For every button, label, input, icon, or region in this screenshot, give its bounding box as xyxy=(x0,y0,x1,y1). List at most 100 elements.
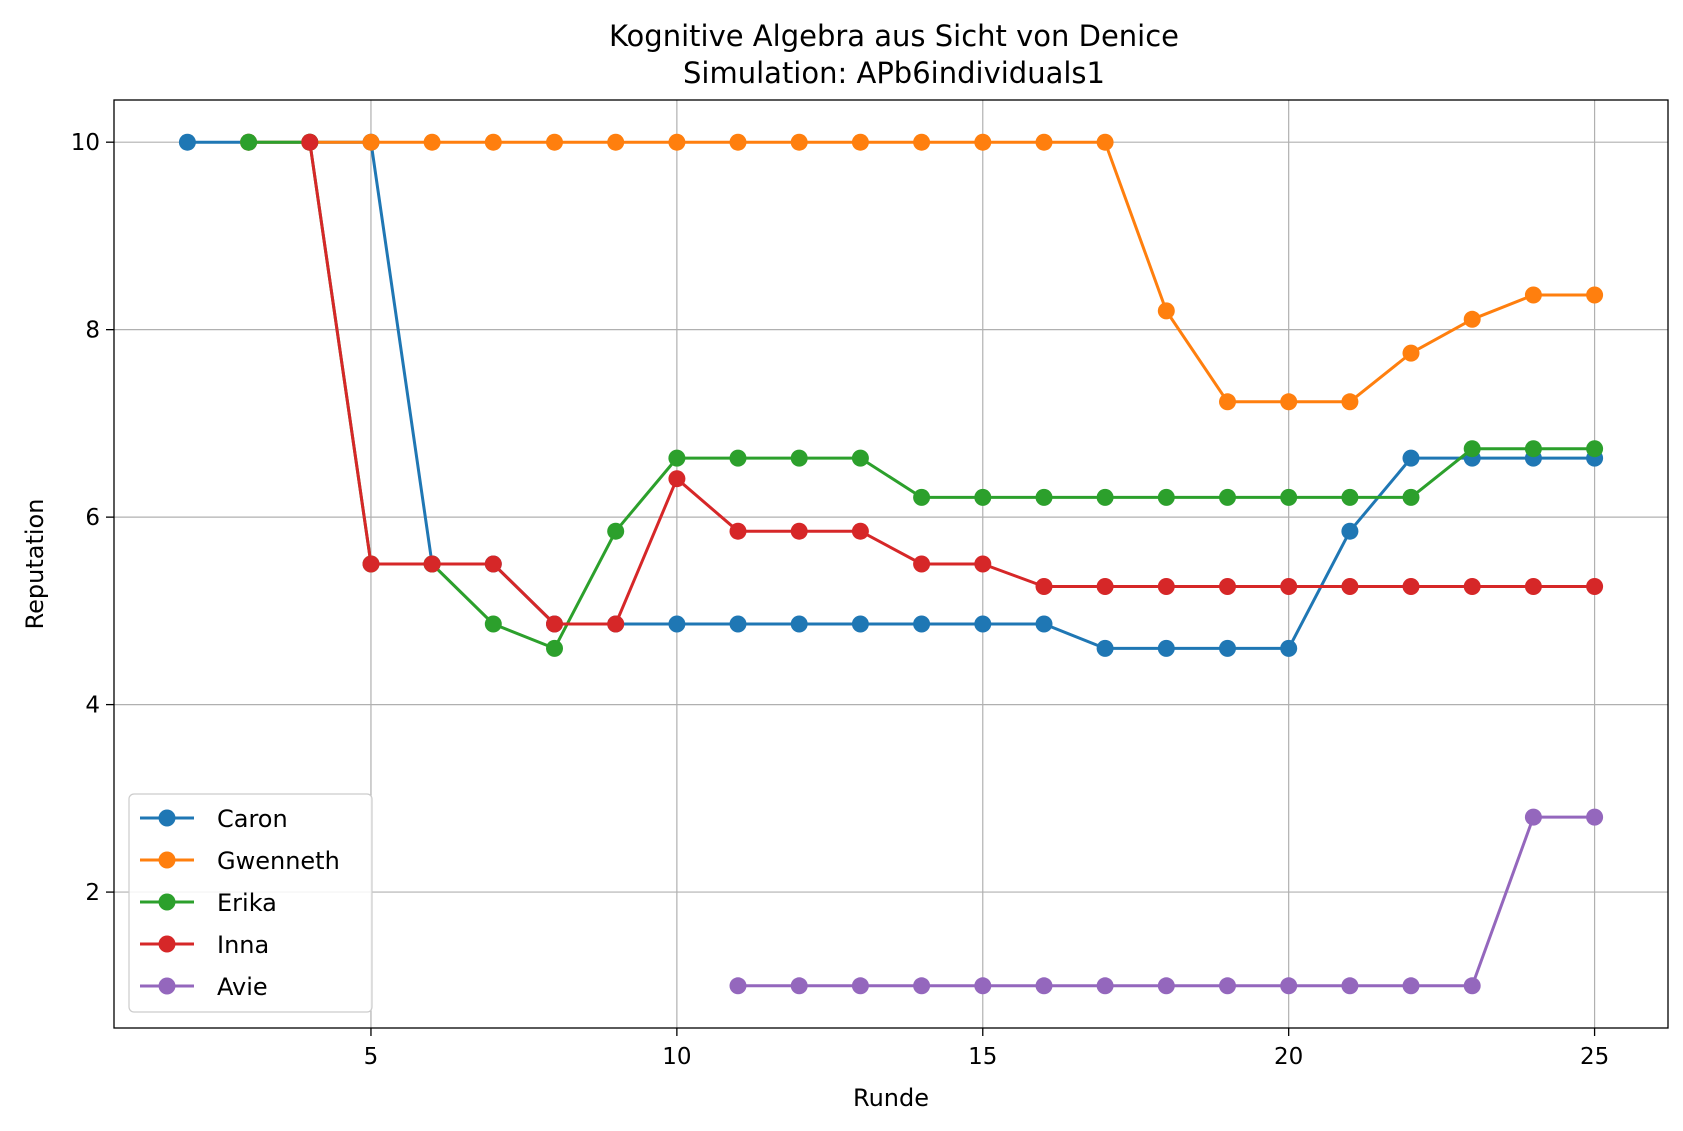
legend-label: Gwenneth xyxy=(217,847,340,875)
data-point xyxy=(974,133,992,151)
data-point xyxy=(1096,578,1114,595)
y-tick-label: 8 xyxy=(85,318,100,344)
plot-frame xyxy=(113,99,1669,1029)
data-point xyxy=(1341,578,1359,595)
y-tick-label: 4 xyxy=(85,693,100,719)
data-point xyxy=(1341,488,1359,506)
data-point xyxy=(668,449,686,467)
legend-label: Caron xyxy=(217,805,288,833)
data-point xyxy=(1219,639,1236,657)
data-point xyxy=(1341,522,1359,540)
data-point xyxy=(974,555,992,573)
data-point xyxy=(423,133,441,151)
data-point xyxy=(1219,393,1236,411)
y-tick-label: 10 xyxy=(71,130,100,156)
data-point xyxy=(851,977,869,995)
legend-marker xyxy=(158,851,176,869)
data-point xyxy=(484,555,502,573)
series-erika xyxy=(240,133,1604,657)
series-layer xyxy=(178,133,1604,995)
data-point xyxy=(1586,808,1604,826)
data-point xyxy=(1280,639,1298,657)
chart-title: Kognitive Algebra aus Sicht von Denice xyxy=(609,19,1179,53)
data-point xyxy=(546,615,563,633)
y-tick-label: 6 xyxy=(85,505,100,531)
data-point xyxy=(607,522,625,540)
data-point xyxy=(1524,286,1542,304)
data-point xyxy=(240,133,258,151)
data-point xyxy=(729,133,747,151)
data-point xyxy=(1035,977,1053,995)
data-point xyxy=(1219,578,1236,595)
data-point xyxy=(1524,808,1542,826)
data-point xyxy=(913,555,931,573)
data-point xyxy=(362,555,380,573)
data-point xyxy=(1157,578,1175,595)
data-point xyxy=(790,449,808,467)
data-point xyxy=(974,615,992,633)
data-point xyxy=(1280,393,1298,411)
data-point xyxy=(1463,578,1481,595)
data-point xyxy=(1586,440,1604,458)
x-tick-label: 10 xyxy=(662,1044,691,1070)
series-line xyxy=(187,140,1595,650)
data-point xyxy=(1219,488,1236,506)
data-point xyxy=(1035,133,1053,151)
data-point xyxy=(1157,488,1175,506)
legend-item-gwenneth: Gwenneth xyxy=(140,847,340,875)
x-tick-label: 25 xyxy=(1580,1044,1609,1070)
data-point xyxy=(851,449,869,467)
data-point xyxy=(729,615,747,633)
data-point xyxy=(1157,977,1175,995)
data-point xyxy=(1035,615,1053,633)
data-point xyxy=(729,449,747,467)
data-point xyxy=(1463,440,1481,458)
data-point xyxy=(1463,310,1481,328)
data-point xyxy=(1402,488,1420,506)
x-tick-label: 20 xyxy=(1274,1044,1303,1070)
data-point xyxy=(1586,578,1604,595)
y-tick-label: 2 xyxy=(85,880,100,906)
data-point xyxy=(1096,488,1114,506)
data-point xyxy=(1096,977,1114,995)
data-point xyxy=(1096,133,1114,151)
data-point xyxy=(1463,977,1481,995)
data-point xyxy=(546,639,563,657)
data-point xyxy=(1157,302,1175,320)
y-axis: 2 4 6 8 10 xyxy=(71,130,114,906)
y-axis-label: Reputation xyxy=(21,499,49,630)
data-point xyxy=(790,522,808,540)
data-point xyxy=(484,133,502,151)
data-point xyxy=(851,522,869,540)
data-point xyxy=(607,615,625,633)
data-point xyxy=(301,133,319,151)
x-tick-label: 5 xyxy=(364,1044,379,1070)
legend-item-erika: Erika xyxy=(140,889,277,917)
legend-item-avie: Avie xyxy=(140,973,268,1001)
data-point xyxy=(729,522,747,540)
data-point xyxy=(790,133,808,151)
data-point xyxy=(913,133,931,151)
data-point xyxy=(668,615,686,633)
chart-subtitle: Simulation: APb6individuals1 xyxy=(683,56,1105,90)
data-point xyxy=(1280,488,1298,506)
series-line xyxy=(308,141,1595,626)
data-point xyxy=(1524,578,1542,595)
data-point xyxy=(1586,286,1604,304)
series-gwenneth xyxy=(240,133,1604,411)
data-point xyxy=(1402,578,1420,595)
data-point xyxy=(851,615,869,633)
data-point xyxy=(913,977,931,995)
data-point xyxy=(362,133,380,151)
data-point xyxy=(851,133,869,151)
data-point xyxy=(1402,344,1420,362)
data-point xyxy=(423,555,441,573)
data-point xyxy=(484,615,502,633)
data-point xyxy=(1219,977,1236,995)
legend-marker xyxy=(158,977,176,995)
x-tick-label: 15 xyxy=(968,1044,997,1070)
data-point xyxy=(790,615,808,633)
data-point xyxy=(1402,977,1420,995)
data-point xyxy=(668,470,686,488)
